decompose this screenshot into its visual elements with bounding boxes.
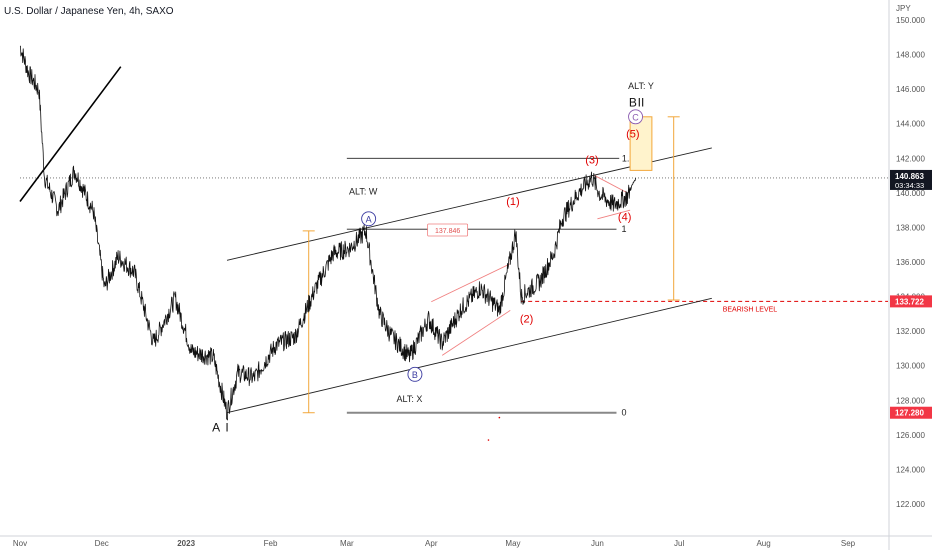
price-marker-value: 133.722 <box>895 297 924 306</box>
trend-line <box>431 263 511 303</box>
x-tick-label: Dec <box>95 539 109 548</box>
y-tick-label: 132.000 <box>896 327 925 336</box>
circled-wave-label: B <box>412 370 418 380</box>
y-tick-label: 128.000 <box>896 396 925 405</box>
y-tick-label: 150.000 <box>896 16 925 25</box>
trend-line <box>226 297 712 414</box>
x-tick-label: 2023 <box>177 539 195 548</box>
circled-wave-marker <box>361 211 377 227</box>
alt-label: ALT: X <box>397 394 423 404</box>
wave-label: I <box>225 420 228 434</box>
x-tick-label: Apr <box>425 539 438 548</box>
price-line <box>19 45 636 421</box>
circled-wave-marker <box>407 366 423 382</box>
current-price-tag <box>890 169 932 190</box>
circled-wave-label: C <box>632 112 639 122</box>
wave-label: (2) <box>520 314 533 326</box>
alt-label: ALT: W <box>349 187 378 197</box>
y-tick-label: 136.000 <box>896 258 925 267</box>
y-tick-label: 122.000 <box>896 500 925 509</box>
x-tick-label: Jul <box>674 539 684 548</box>
wave-label: (3) <box>585 154 598 166</box>
x-tick-label: May <box>505 539 520 548</box>
wave-label: A <box>212 420 220 434</box>
currency-label: JPY <box>896 4 911 13</box>
x-tick-label: Jun <box>591 539 604 548</box>
wave-label: (5) <box>626 129 639 141</box>
alt-label: ALT: Y <box>628 81 654 91</box>
trend-line <box>441 310 511 356</box>
y-tick-label: 148.000 <box>896 51 925 60</box>
wave-label: II <box>638 95 645 109</box>
y-tick-label: 130.000 <box>896 362 925 371</box>
bar-countdown: 03:34:33 <box>895 181 924 190</box>
circled-wave-label: A <box>366 214 372 224</box>
trend-line <box>594 175 628 194</box>
price-marker-tag <box>890 406 932 419</box>
x-tick-label: Aug <box>756 539 770 548</box>
y-tick-label: 142.000 <box>896 154 925 163</box>
y-tick-label: 124.000 <box>896 465 925 474</box>
red-dot-marker <box>487 439 490 441</box>
y-tick-label: 140.000 <box>896 189 925 198</box>
x-tick-label: Feb <box>264 539 278 548</box>
price-marker-tag <box>890 295 932 308</box>
wave-label: (4) <box>618 212 631 224</box>
y-tick-label: 146.000 <box>896 85 925 94</box>
fib-level-label: 0 <box>621 408 626 418</box>
trend-line <box>597 209 631 220</box>
boxed-price-label-box <box>427 223 469 237</box>
boxed-price-label: 137.846 <box>435 228 460 235</box>
wave-label: B <box>629 95 637 109</box>
fib-level-label: 1 <box>621 224 626 234</box>
red-dot-marker <box>498 416 501 419</box>
chart-title: U.S. Dollar / Japanese Yen, 4h, SAXO <box>4 6 174 17</box>
price-marker-value: 127.280 <box>895 409 924 418</box>
y-tick-label: 126.000 <box>896 431 925 440</box>
x-tick-label: Mar <box>340 539 354 548</box>
bearish-level-label: BEARISH LEVEL <box>723 306 778 313</box>
circled-wave-marker <box>628 109 644 125</box>
x-tick-label: Sep <box>841 539 856 548</box>
y-tick-label: 144.000 <box>896 120 925 129</box>
wave-label: (1) <box>506 196 519 208</box>
x-tick-label: Nov <box>13 539 27 548</box>
current-price-value: 140.863 <box>895 172 924 181</box>
trend-line <box>19 66 122 202</box>
target-zone-box <box>629 116 653 171</box>
y-tick-label: 138.000 <box>896 223 925 232</box>
